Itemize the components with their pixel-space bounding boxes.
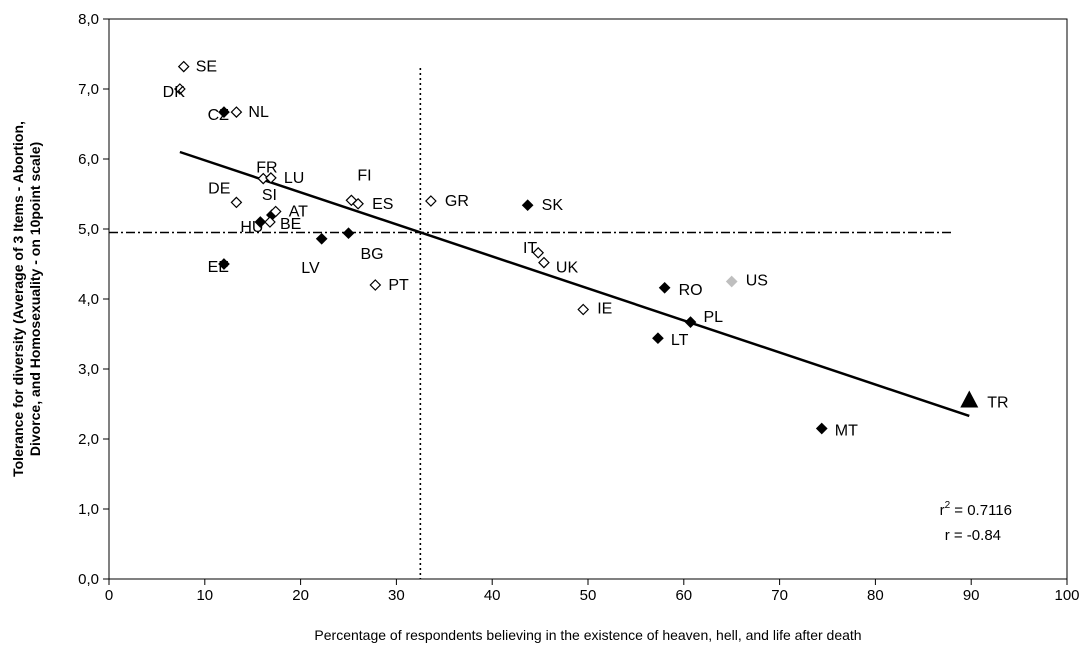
label-fr: FR: [256, 160, 277, 177]
point-pl: [684, 316, 697, 328]
label-mt: MT: [835, 423, 858, 440]
plot-area: [108, 18, 1068, 580]
x-axis-label: Percentage of respondents believing in t…: [314, 627, 861, 643]
point-uk: [538, 256, 550, 269]
label-sk: SK: [542, 197, 564, 214]
x-tick-label: 100: [1054, 587, 1079, 604]
label-uk: UK: [556, 260, 579, 277]
label-dk: DK: [163, 84, 186, 101]
point-es: [352, 197, 364, 210]
y-tick-label: 4,0: [78, 291, 99, 308]
point-mt: [815, 422, 828, 435]
label-ee: EE: [208, 259, 229, 276]
y-tick-label: 7,0: [78, 81, 99, 98]
x-tick-label: 90: [963, 587, 980, 604]
point-lv: [315, 232, 328, 245]
y-tick-label: 5,0: [78, 221, 99, 238]
point-be: [264, 216, 276, 228]
label-pt: PT: [388, 277, 409, 294]
x-tick-label: 60: [675, 587, 692, 604]
label-hu: HU: [240, 219, 263, 236]
trendline: [179, 150, 970, 418]
label-gr: GR: [445, 193, 469, 210]
x-tick-label: 40: [484, 587, 501, 604]
data-points: [174, 60, 979, 435]
point-gr: [425, 195, 437, 207]
point-at: [269, 205, 282, 218]
label-us: US: [746, 273, 768, 290]
point-it: [532, 246, 545, 259]
label-at: AT: [289, 204, 308, 221]
x-tick-label: 50: [580, 587, 597, 604]
label-ie: IE: [597, 301, 612, 318]
x-tick-label: 80: [867, 587, 884, 604]
label-it: IT: [523, 240, 537, 257]
label-lu: LU: [284, 170, 304, 187]
point-hu: [254, 216, 267, 228]
point-ie: [577, 303, 590, 316]
y-axis-label-line2: Divorce, and Homosexuality - on 10point …: [27, 142, 43, 456]
point-lu: [265, 172, 277, 184]
point-ro: [658, 281, 671, 294]
y-axis-label-line1: Tolerance for diversity (Average of 3 It…: [10, 121, 26, 477]
label-tr: TR: [987, 395, 1008, 412]
y-tick-label: 1,0: [78, 501, 99, 518]
label-be: BE: [280, 216, 301, 233]
label-si: SI: [262, 187, 277, 204]
x-tick-label: 20: [292, 587, 309, 604]
y-tick-label: 8,0: [78, 11, 99, 28]
point-us: [725, 275, 738, 288]
point-dk: [174, 83, 186, 95]
point-lt: [652, 332, 664, 345]
point-cz: [218, 106, 230, 118]
point-nl: [230, 106, 243, 118]
label-lv: LV: [301, 260, 320, 277]
y-axis-ticks: 0,0 1,0 2,0 3,0 4,0 5,0 6,0 7,0 8,0: [78, 11, 109, 588]
label-fi: FI: [357, 167, 371, 184]
y-tick-label: 6,0: [78, 151, 99, 168]
label-nl: NL: [248, 104, 269, 121]
y-tick-label: 3,0: [78, 361, 99, 378]
x-axis-ticks: 0 10 20 30 40 50 60 70 80 90 100: [105, 579, 1080, 604]
x-tick-label: 0: [105, 587, 113, 604]
x-tick-label: 70: [771, 587, 788, 604]
r-squared-annotation: r2 = 0.7116: [940, 500, 1012, 519]
reference-lines: [109, 68, 953, 579]
point-se: [177, 60, 190, 73]
point-ee: [218, 258, 230, 270]
label-pl: PL: [704, 309, 724, 326]
label-bg: BG: [361, 246, 384, 263]
point-sk: [521, 199, 534, 212]
x-tick-label: 30: [388, 587, 405, 604]
label-es: ES: [372, 196, 393, 213]
point-bg: [342, 227, 355, 240]
label-se: SE: [196, 59, 217, 76]
label-cz: CZ: [208, 107, 230, 124]
y-tick-label: 0,0: [78, 571, 99, 588]
x-tick-label: 10: [196, 587, 213, 604]
point-pt: [369, 279, 382, 291]
label-ro: RO: [679, 282, 703, 299]
r-annotation: r = -0.84: [945, 527, 1001, 544]
point-de: [230, 196, 243, 209]
y-tick-label: 2,0: [78, 431, 99, 448]
point-tr: [960, 390, 979, 408]
label-lt: LT: [671, 332, 689, 349]
label-de: DE: [208, 180, 230, 197]
